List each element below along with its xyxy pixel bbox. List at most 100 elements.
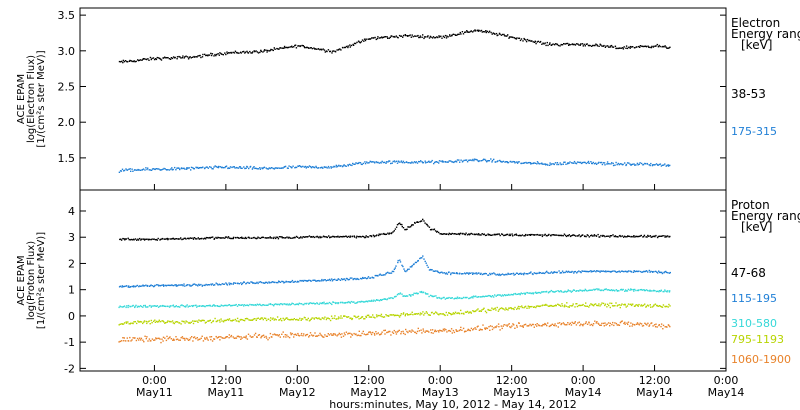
data-point — [548, 43, 551, 45]
data-point — [363, 318, 365, 320]
data-point — [257, 52, 260, 54]
data-point — [143, 285, 146, 287]
data-point — [144, 169, 146, 171]
data-point — [476, 309, 478, 311]
data-point — [256, 336, 258, 338]
data-point — [288, 236, 290, 238]
data-point — [502, 295, 504, 297]
data-point — [620, 320, 622, 323]
data-point — [198, 319, 200, 321]
data-point — [478, 160, 480, 163]
data-point — [340, 49, 342, 51]
data-point — [134, 238, 137, 240]
data-point — [140, 305, 143, 308]
data-point — [639, 45, 642, 47]
data-point — [136, 284, 139, 287]
data-point — [429, 314, 431, 316]
data-point — [346, 236, 348, 238]
data-point — [601, 45, 603, 47]
data-point — [125, 340, 127, 342]
data-point — [300, 280, 302, 282]
data-point — [501, 307, 504, 310]
data-point — [453, 233, 455, 235]
data-point — [478, 296, 480, 298]
data-point — [338, 236, 340, 238]
data-point — [609, 270, 611, 273]
data-point — [352, 162, 354, 165]
data-point — [654, 290, 656, 292]
data-point — [482, 233, 485, 236]
data-point — [340, 165, 342, 167]
data-point — [172, 339, 174, 341]
data-point — [357, 334, 360, 336]
data-point — [547, 271, 549, 274]
data-point — [118, 341, 120, 343]
data-point — [417, 221, 419, 223]
data-point — [489, 234, 492, 236]
data-point — [176, 285, 179, 287]
data-point — [523, 162, 526, 164]
data-point — [290, 281, 292, 283]
data-point — [455, 297, 457, 299]
data-point — [590, 271, 592, 273]
data-point — [158, 320, 160, 323]
data-point — [315, 236, 317, 238]
data-point — [371, 37, 373, 39]
data-point — [638, 163, 640, 165]
data-point — [360, 334, 362, 337]
data-point — [537, 291, 539, 294]
data-point — [404, 34, 406, 36]
data-point — [175, 305, 177, 307]
data-point — [122, 59, 125, 62]
data-point — [478, 329, 481, 331]
data-point — [600, 324, 602, 326]
data-point — [176, 56, 179, 58]
data-point — [606, 163, 608, 165]
data-point — [388, 233, 390, 235]
data-point — [427, 314, 430, 316]
data-point — [272, 237, 275, 240]
data-point — [322, 317, 324, 319]
data-point — [393, 230, 395, 232]
data-point — [446, 331, 448, 333]
data-point — [334, 166, 336, 168]
data-point — [409, 34, 411, 36]
data-point — [505, 324, 507, 326]
data-point — [175, 169, 177, 171]
data-point — [284, 166, 286, 168]
data-point — [157, 306, 160, 308]
data-point — [142, 238, 144, 240]
data-point — [252, 51, 254, 53]
data-point — [584, 45, 586, 47]
data-point — [306, 280, 308, 282]
data-point — [292, 303, 294, 305]
data-point — [135, 339, 138, 342]
data-point — [149, 304, 151, 307]
data-point — [396, 224, 399, 226]
data-point — [595, 162, 597, 164]
data-point — [403, 162, 406, 164]
data-point — [469, 329, 471, 332]
data-point — [171, 320, 174, 322]
data-point — [118, 286, 121, 288]
data-point — [533, 272, 535, 274]
data-point — [567, 306, 569, 308]
data-point — [233, 337, 235, 339]
data-point — [230, 237, 232, 240]
data-point — [210, 166, 212, 169]
data-point — [175, 284, 177, 286]
data-point — [259, 168, 262, 170]
data-point — [417, 292, 419, 295]
data-point — [192, 305, 194, 308]
data-point — [599, 305, 601, 307]
data-point — [389, 232, 391, 234]
data-point — [252, 167, 254, 169]
data-point — [621, 235, 624, 237]
data-point — [357, 301, 359, 303]
data-point — [342, 278, 345, 280]
data-point — [171, 284, 173, 287]
data-point — [433, 162, 435, 165]
data-point — [162, 336, 165, 338]
data-point — [274, 318, 276, 320]
data-point — [598, 161, 600, 164]
